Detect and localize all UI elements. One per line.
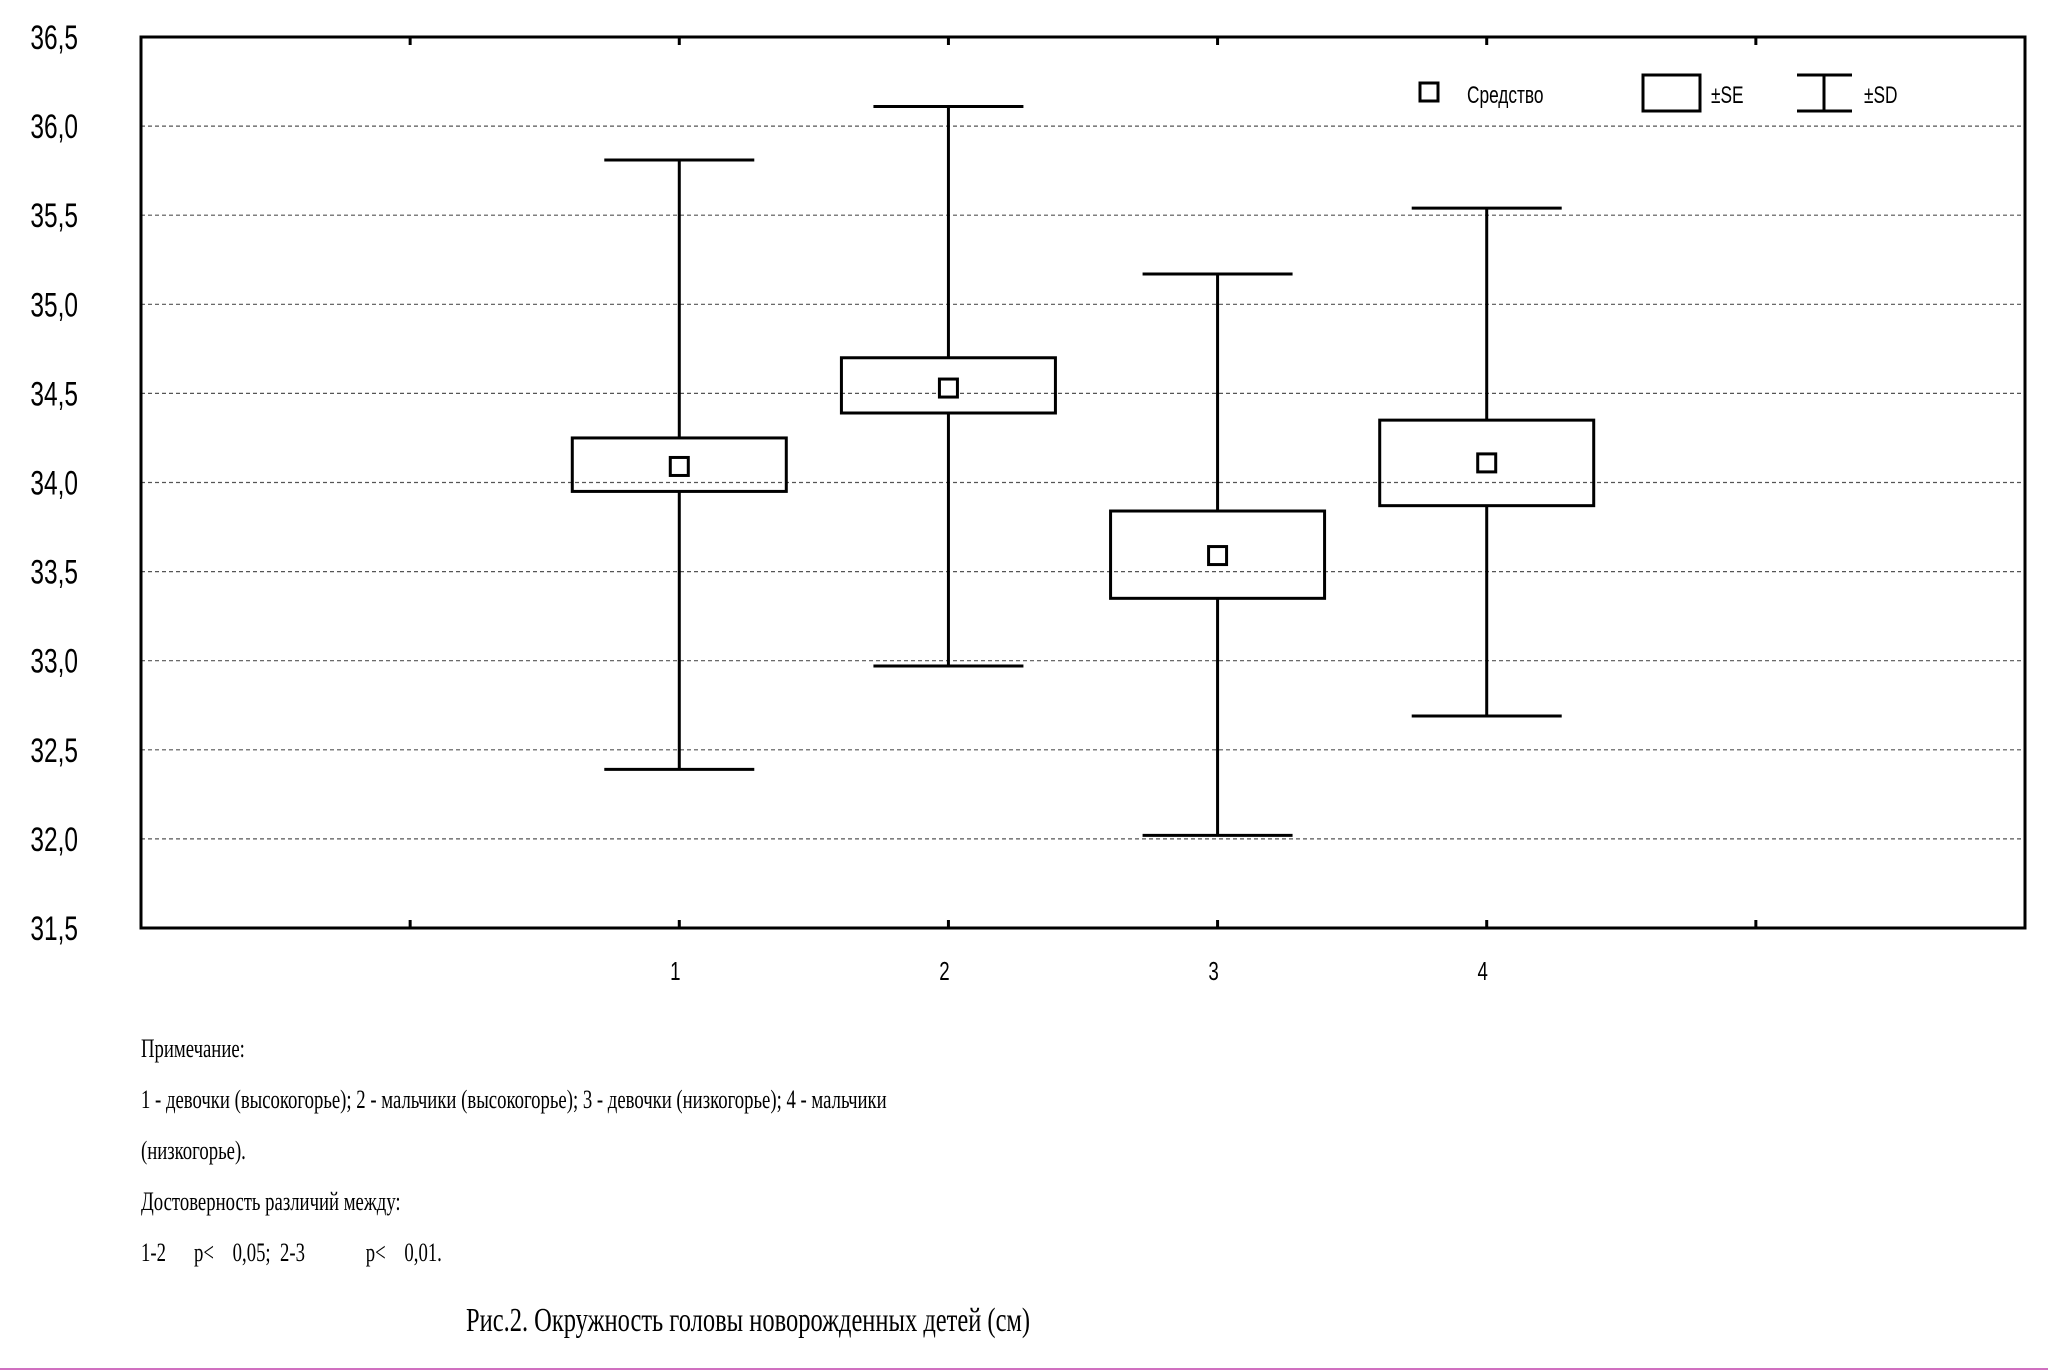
se-box bbox=[1109, 509, 1327, 600]
y-tick-label: 36,5 bbox=[30, 19, 78, 57]
figure-caption: Рис.2. Окружность головы новорожденных д… bbox=[466, 1302, 1031, 1339]
box-group-4 bbox=[1378, 206, 1596, 718]
x-tick-label: 1 bbox=[670, 956, 680, 986]
note-legend-line-2: (низкогорье). bbox=[141, 1136, 246, 1165]
box-group-1 bbox=[570, 158, 788, 771]
legend-se-icon bbox=[1641, 73, 1702, 113]
page-bottom-rule bbox=[0, 1368, 2048, 1370]
note-legend-line-1: 1 - девочки (высокогорье); 2 - мальчики … bbox=[141, 1085, 887, 1114]
mean-marker bbox=[937, 377, 959, 399]
y-tick-label: 33,5 bbox=[30, 554, 78, 592]
se-box bbox=[839, 356, 1057, 415]
y-tick-label: 31,5 bbox=[30, 910, 78, 948]
box-group-3 bbox=[1109, 272, 1327, 837]
legend: Средство ±SE ±SD bbox=[1418, 73, 1897, 113]
y-tick-label: 34,0 bbox=[30, 465, 78, 503]
note-heading: Примечание: bbox=[141, 1034, 245, 1063]
y-tick-label: 32,5 bbox=[30, 732, 78, 770]
legend-se-label: ±SE bbox=[1711, 82, 1744, 108]
y-tick-label: 35,0 bbox=[30, 286, 78, 324]
y-axis: 31,5 32,0 32,5 33,0 33,5 34,0 34,5 35,0 35,5 36,0… bbox=[30, 19, 78, 948]
legend-sd-label: ±SD bbox=[1864, 82, 1897, 108]
legend-mean-label: Средство bbox=[1467, 82, 1544, 108]
legend-sd-icon bbox=[1797, 73, 1852, 113]
box-marks bbox=[570, 104, 1596, 837]
mean-marker bbox=[668, 455, 690, 477]
x-tick-label: 4 bbox=[1478, 956, 1488, 986]
x-axis: 1 2 3 4 bbox=[408, 37, 1758, 986]
y-tick-label: 33,0 bbox=[30, 643, 78, 681]
legend-mean-icon bbox=[1418, 81, 1440, 103]
se-box bbox=[1378, 418, 1596, 508]
grid-lines bbox=[141, 125, 2025, 840]
note-significance-heading: Достоверность различий между: bbox=[141, 1187, 401, 1216]
note-significance: 1-2 p< 0,05; 2-3 p< 0,01. bbox=[141, 1238, 442, 1267]
y-tick-label: 36,0 bbox=[30, 108, 78, 146]
se-box bbox=[570, 436, 788, 493]
y-tick-label: 35,5 bbox=[30, 197, 78, 235]
y-tick-label: 34,5 bbox=[30, 376, 78, 414]
box-group-2 bbox=[839, 104, 1057, 668]
x-tick-label: 3 bbox=[1208, 956, 1218, 986]
y-tick-label: 32,0 bbox=[30, 821, 78, 859]
x-tick-label: 2 bbox=[939, 956, 949, 986]
plot-frame bbox=[139, 35, 2027, 930]
mean-marker bbox=[1207, 545, 1229, 567]
mean-marker bbox=[1476, 452, 1498, 474]
